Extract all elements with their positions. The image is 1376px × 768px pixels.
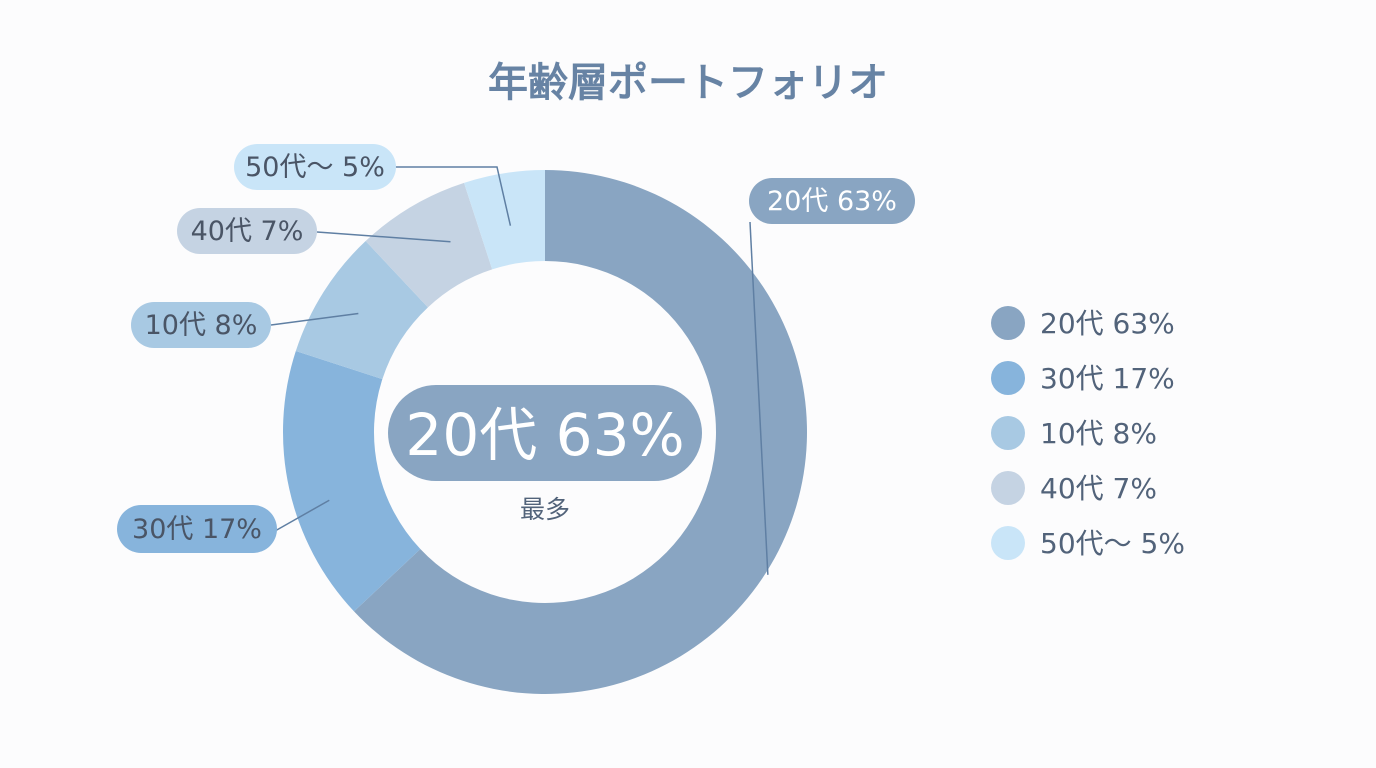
legend-item-30s-swatch [991, 361, 1025, 395]
slice-30s [283, 351, 421, 612]
legend-item-20s-label: 20代 63% [1040, 307, 1175, 340]
legend-item-40s: 40代 7% [991, 471, 1157, 505]
center-sublabel: 最多 [520, 495, 570, 524]
legend-item-10s-label: 10代 8% [1040, 417, 1157, 450]
legend-item-30s-label: 30代 17% [1040, 362, 1175, 395]
slice-20s [354, 170, 808, 695]
center-label: 20代 63% [405, 401, 684, 469]
chart-title: 年齢層ポートフォリオ [488, 60, 888, 106]
legend-item-40s-swatch [991, 471, 1025, 505]
callout-40s-label: 40代 7% [191, 216, 304, 247]
legend-item-20s-swatch [991, 306, 1025, 340]
callout-10s-pill [131, 302, 271, 348]
slice-50s-plus [464, 170, 545, 270]
legend-item-10s: 10代 8% [991, 416, 1157, 450]
legend-item-30s: 30代 17% [991, 361, 1175, 395]
callout-20s-leader [749, 221, 769, 575]
callout-20s-pill [749, 178, 915, 224]
legend-item-40s-label: 40代 7% [1040, 472, 1157, 505]
callout-50s-plus-label: 50代～ 5% [245, 152, 385, 183]
legend-item-50s-plus-label: 50代～ 5% [1040, 527, 1185, 560]
callout-40s-pill [177, 208, 317, 254]
slice-40s [365, 182, 493, 308]
legend-item-10s-swatch [991, 416, 1025, 450]
center-label-group: 20代 63% 最多 [388, 385, 702, 524]
callout-20s: 20代 63% [749, 178, 915, 224]
callouts-group: 20代 63% 30代 17% 10代 8% 40代 7% 50代～ 5% [117, 144, 915, 553]
callout-20s-label: 20代 63% [767, 186, 897, 217]
callout-10s-leader [270, 312, 359, 326]
legend-item-50s-plus: 50代～ 5% [991, 526, 1185, 560]
callout-30s-label: 30代 17% [132, 514, 262, 545]
callout-30s: 30代 17% [117, 505, 277, 553]
callout-10s-label: 10代 8% [145, 310, 258, 341]
callout-30s-pill [117, 505, 277, 553]
slices-group [283, 170, 808, 695]
callout-50s-plus: 50代～ 5% [234, 144, 396, 190]
slice-10s [295, 241, 428, 380]
callout-40s: 40代 7% [177, 208, 317, 254]
callout-40s-leader [316, 231, 451, 243]
leader-lines-group [270, 166, 769, 575]
callout-30s-leader [274, 499, 330, 532]
legend: 20代 63% 30代 17% 10代 8% 40代 7% 50代～ 5% [991, 306, 1185, 560]
center-badge [388, 385, 702, 481]
callout-10s: 10代 8% [131, 302, 271, 348]
legend-item-50s-plus-swatch [991, 526, 1025, 560]
callout-50s-plus-pill [234, 144, 396, 190]
callout-50s-plus-leader [395, 166, 512, 226]
legend-item-20s: 20代 63% [991, 306, 1175, 340]
